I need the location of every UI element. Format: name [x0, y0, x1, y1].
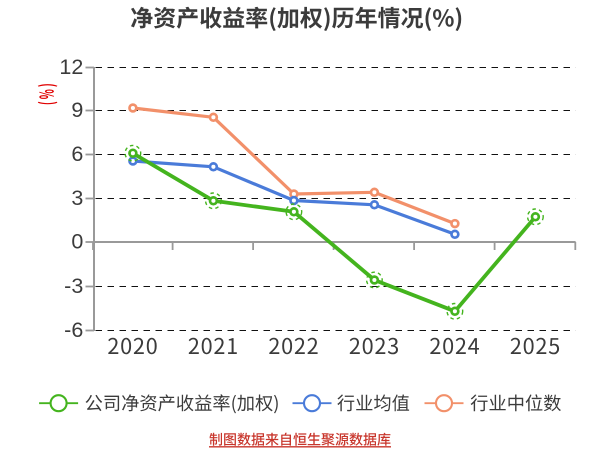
- svg-text:12: 12: [59, 55, 83, 79]
- svg-text:0: 0: [71, 230, 83, 254]
- svg-text:3: 3: [71, 186, 83, 210]
- svg-text:-6: -6: [64, 318, 83, 342]
- svg-text:6: 6: [71, 142, 83, 166]
- svg-text:-3: -3: [64, 274, 83, 298]
- svg-text:9: 9: [71, 98, 83, 122]
